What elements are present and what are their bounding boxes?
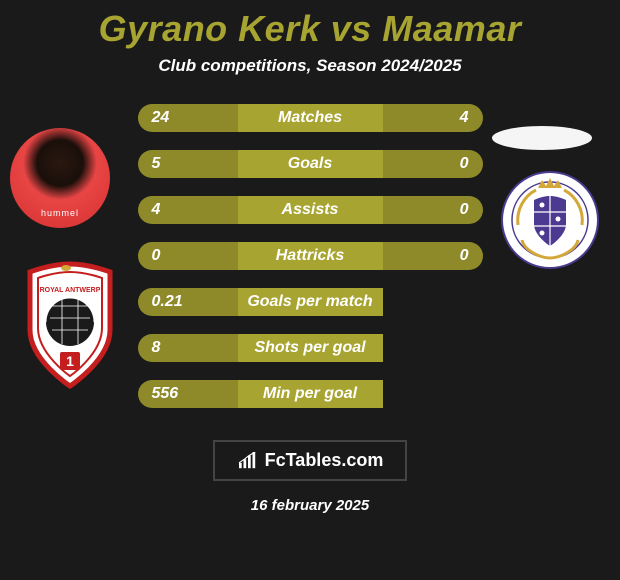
stat-left-value: 8 [138, 334, 238, 362]
stat-left-value: 4 [138, 196, 238, 224]
stat-label: Min per goal [238, 380, 383, 408]
stat-right-value: 0 [383, 242, 483, 270]
svg-text:1: 1 [66, 353, 74, 369]
stat-right-value [383, 334, 483, 362]
brand-text: FcTables.com [265, 450, 384, 471]
stat-label: Hattricks [238, 242, 383, 270]
stat-right-value [383, 288, 483, 316]
stat-left-value: 0 [138, 242, 238, 270]
club-right-badge [500, 170, 600, 270]
stat-right-value: 0 [383, 196, 483, 224]
stat-left-value: 556 [138, 380, 238, 408]
date-text: 16 february 2025 [251, 497, 369, 514]
brand-badge[interactable]: FcTables.com [213, 440, 408, 481]
stat-row: 5 Goals 0 [138, 150, 483, 178]
page-title: Gyrano Kerk vs Maamar [99, 8, 522, 50]
stat-right-value: 4 [383, 104, 483, 132]
stat-row: 24 Matches 4 [138, 104, 483, 132]
stat-row: 556 Min per goal [138, 380, 483, 408]
stat-left-value: 5 [138, 150, 238, 178]
stat-label: Matches [238, 104, 383, 132]
svg-text:ROYAL ANTWERP: ROYAL ANTWERP [40, 287, 101, 294]
club-left-badge: ROYAL ANTWERP 1 [20, 260, 120, 390]
stat-label: Shots per goal [238, 334, 383, 362]
stat-left-value: 24 [138, 104, 238, 132]
stat-right-value: 0 [383, 150, 483, 178]
chart-icon [237, 452, 259, 470]
stat-left-value: 0.21 [138, 288, 238, 316]
stat-row: 4 Assists 0 [138, 196, 483, 224]
subtitle: Club competitions, Season 2024/2025 [158, 56, 461, 76]
stat-row: 8 Shots per goal [138, 334, 483, 362]
stat-label: Assists [238, 196, 383, 224]
stat-label: Goals per match [238, 288, 383, 316]
player-right-photo [492, 126, 592, 150]
stat-right-value [383, 380, 483, 408]
stat-label: Goals [238, 150, 383, 178]
player-left-photo [10, 128, 110, 228]
stat-row: 0.21 Goals per match [138, 288, 483, 316]
stat-row: 0 Hattricks 0 [138, 242, 483, 270]
